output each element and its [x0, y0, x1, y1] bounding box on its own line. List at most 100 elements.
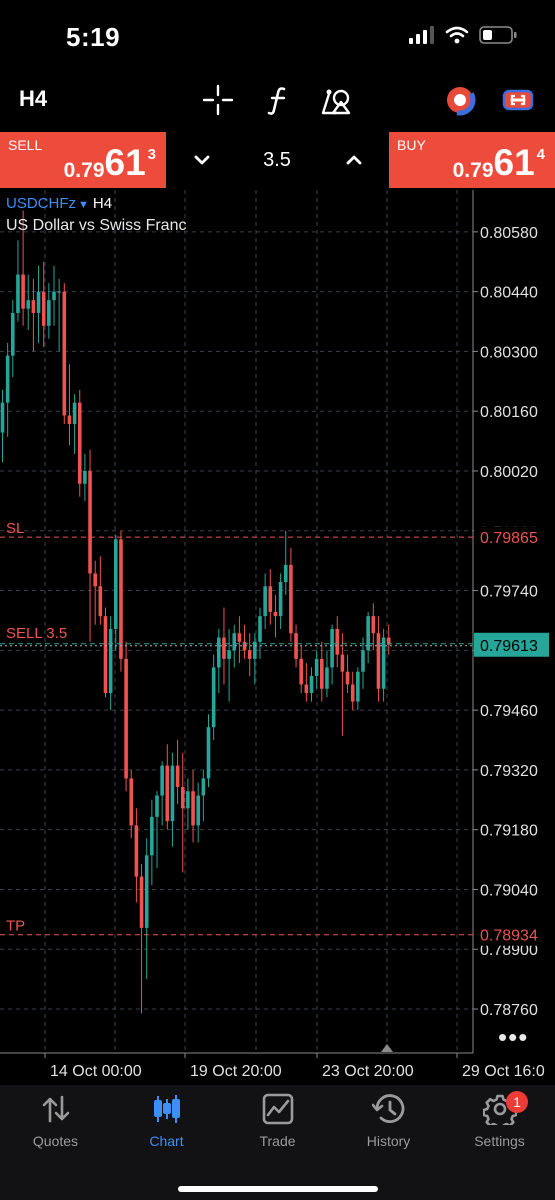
bull-candle — [283, 564, 288, 583]
indicators-icon[interactable] — [260, 82, 296, 118]
current-price-label: 0.79613 — [480, 638, 538, 655]
x-tick-label: 29 Oct 16:0 — [462, 1063, 545, 1080]
promo-icon[interactable] — [500, 82, 536, 118]
bull-candle — [47, 300, 51, 326]
chart-symbol[interactable]: USDCHFz ▼ H4 — [6, 195, 112, 212]
bear-candle — [165, 765, 170, 822]
bull-candle — [211, 667, 216, 728]
bull-candle — [186, 791, 190, 809]
bull-candle — [196, 795, 200, 826]
history-icon — [371, 1094, 404, 1123]
chevron-up-icon — [346, 155, 362, 165]
bear-candle — [31, 300, 36, 313]
bear-candle — [180, 786, 185, 809]
bear-candle — [93, 573, 97, 587]
y-tick-label: 0.80300 — [480, 344, 538, 361]
bear-candle — [62, 291, 67, 416]
sell-order-label: SELL 3.5 — [6, 625, 67, 642]
volume-decrease-button[interactable] — [190, 148, 214, 172]
bull-candle — [201, 778, 206, 796]
bear-candle — [376, 633, 381, 689]
bull-candle — [160, 765, 164, 796]
bull-candle — [114, 539, 118, 629]
bear-candle — [139, 876, 144, 928]
bull-candle — [361, 650, 365, 672]
tab-trade[interactable]: Trade — [222, 1093, 333, 1149]
status-icons — [409, 26, 517, 44]
objects-icon[interactable] — [318, 82, 354, 118]
connection-status-icon[interactable] — [442, 82, 478, 118]
sl-price-label: 0.79865 — [480, 530, 538, 547]
tab-settings[interactable]: 1 Settings — [444, 1091, 555, 1149]
bear-candle — [175, 765, 180, 787]
chart-shift-marker — [381, 1044, 393, 1052]
bull-candle — [232, 633, 237, 651]
tab-label: Chart — [149, 1133, 184, 1149]
y-tick-label: 0.78760 — [480, 1002, 538, 1019]
symbol-description: US Dollar vs Swiss Franc — [6, 217, 187, 234]
volume-increase-button[interactable] — [342, 148, 366, 172]
quotes-icon — [42, 1095, 69, 1123]
bull-candle — [26, 300, 31, 309]
sl-price-tag — [474, 526, 555, 549]
bear-candle — [77, 402, 82, 484]
x-tick-label: 19 Oct 20:00 — [190, 1063, 282, 1080]
bear-candle — [88, 470, 92, 574]
bull-candle — [263, 586, 267, 617]
tab-chart[interactable]: Chart — [111, 1093, 222, 1149]
tab-label: History — [366, 1133, 411, 1149]
bear-candle — [304, 684, 309, 694]
tp-price-tag — [474, 923, 555, 946]
bull-candle — [278, 582, 283, 617]
bull-candle — [258, 616, 262, 642]
x-tick-label: 14 Oct 00:00 — [50, 1063, 142, 1080]
bear-candle — [335, 628, 340, 655]
bull-candle — [381, 637, 386, 689]
symbol-name[interactable]: USDCHFz — [6, 195, 76, 212]
timeframe-selector[interactable]: H4 — [19, 86, 48, 111]
bull-candle — [150, 816, 154, 856]
chart-toolbar: H4 — [0, 72, 555, 126]
status-time: 5:19 — [66, 22, 121, 52]
x-tick-label: 23 Oct 20:00 — [322, 1063, 414, 1080]
y-tick-label: 0.80160 — [480, 404, 538, 421]
y-tick-label: 0.80580 — [480, 225, 538, 242]
chart-timeframe: H4 — [92, 195, 113, 212]
bear-candle — [98, 586, 103, 617]
tab-label: Quotes — [32, 1133, 79, 1149]
cellular-signal-icon — [409, 26, 434, 44]
bull-candle — [0, 402, 5, 433]
battery-icon — [479, 26, 517, 44]
sell-price-point: 3 — [147, 146, 156, 163]
sell-button[interactable]: SELL 0.79 61 3 — [0, 132, 166, 188]
tab-history[interactable]: History — [333, 1093, 444, 1149]
one-click-trade-panel: SELL 0.79 61 3 3.5 BUY 0.79 61 4 — [0, 132, 555, 188]
bear-candle — [289, 564, 293, 634]
bear-candle — [320, 658, 324, 689]
crosshair-icon[interactable] — [200, 82, 236, 118]
chevron-down-icon — [194, 155, 210, 165]
bull-candle — [16, 274, 20, 313]
bear-candle — [299, 658, 303, 685]
price-chart[interactable]: 0.80580 0.80440 0.80300 0.80160 0.80020 0.798… — [0, 190, 555, 1085]
volume-value[interactable]: 3.5 — [263, 149, 291, 171]
buy-price-pips: 61 — [493, 142, 535, 183]
bull-candle — [36, 291, 41, 313]
wifi-icon — [445, 26, 469, 44]
y-tick-label: 0.79320 — [480, 763, 538, 780]
bull-candle — [52, 291, 56, 301]
bull-candle — [227, 650, 231, 659]
y-tick-label: 0.79460 — [480, 703, 538, 720]
bear-candle — [191, 791, 195, 826]
bottom-tab-bar: Quotes Chart Trade History — [0, 1085, 555, 1200]
more-options-button[interactable]: ••• — [498, 1022, 529, 1052]
bear-candle — [371, 616, 376, 634]
tab-quotes[interactable]: Quotes — [0, 1093, 111, 1149]
bear-candle — [103, 616, 108, 694]
bull-candle — [72, 402, 77, 425]
caret-down-icon[interactable]: ▼ — [78, 199, 89, 211]
candlestick-chart[interactable]: 0.80580 0.80440 0.80300 0.80160 0.80020 0.798… — [0, 190, 555, 1085]
y-tick-label: 0.78900 — [480, 942, 538, 959]
buy-button[interactable]: BUY 0.79 61 4 — [389, 132, 555, 188]
bear-candle — [134, 825, 139, 877]
